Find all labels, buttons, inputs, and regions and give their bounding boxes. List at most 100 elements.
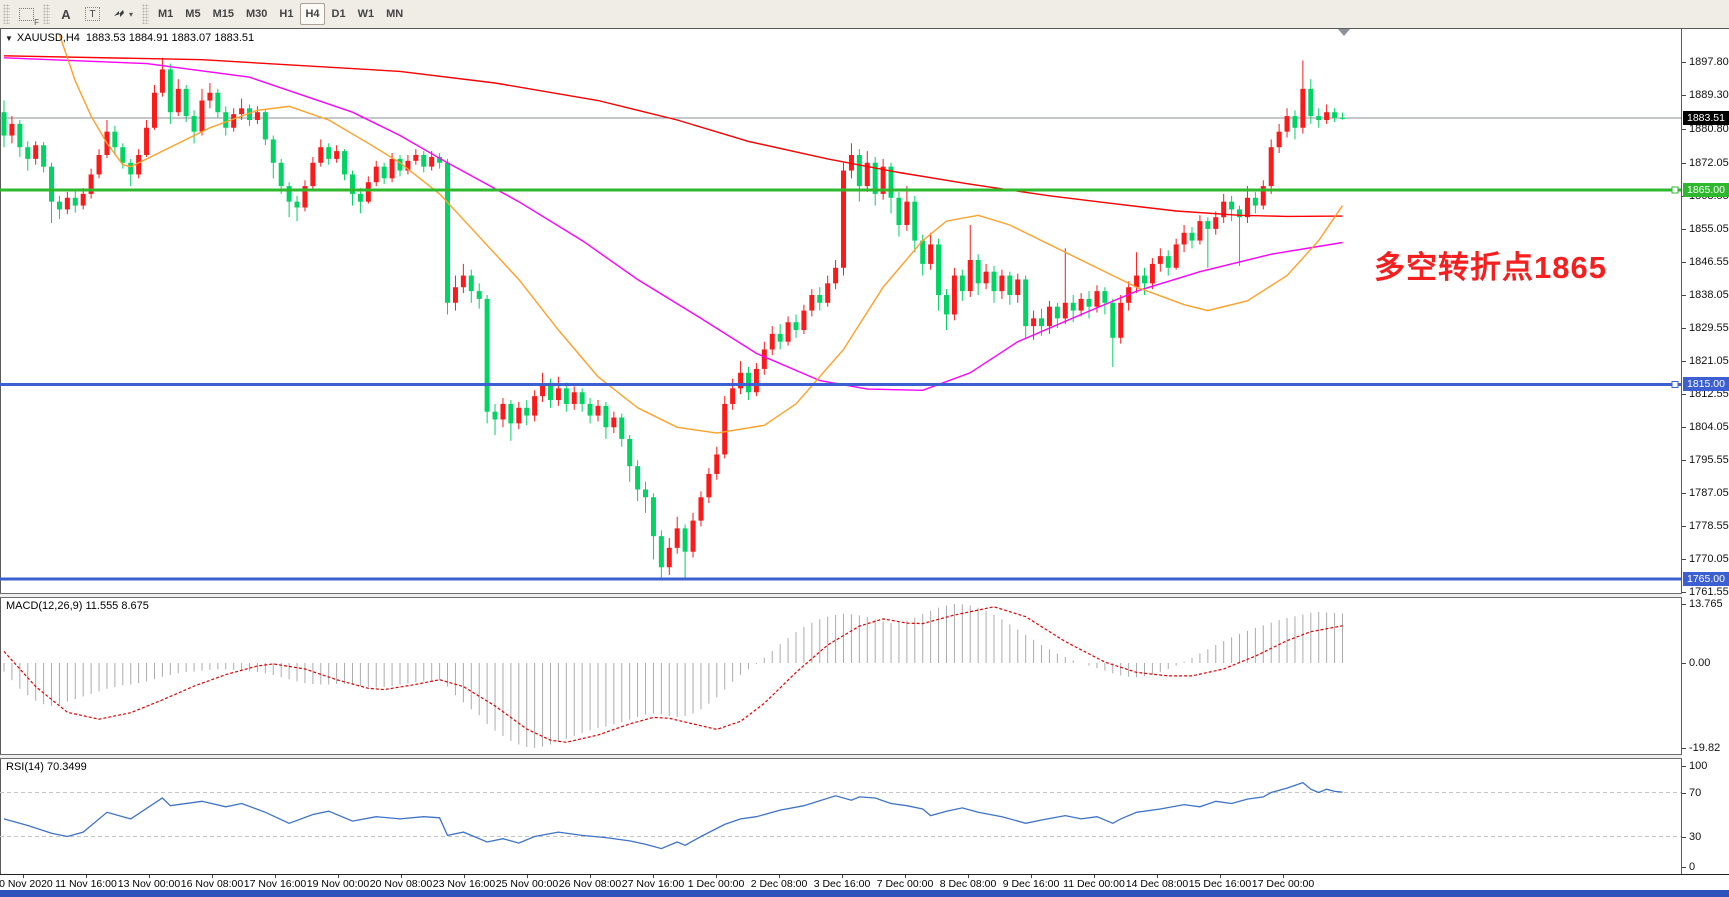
candle-body <box>1039 318 1045 327</box>
rsi-tick-label: 70 <box>1689 787 1702 799</box>
date-tick-mark <box>716 875 717 878</box>
text-label-button[interactable]: T <box>80 3 105 25</box>
hline-handle[interactable] <box>1671 186 1679 194</box>
date-tick-mark <box>1094 875 1095 878</box>
candle-body <box>508 403 514 424</box>
candle-body <box>1252 197 1258 206</box>
symbol-dropdown-icon[interactable]: ▼ <box>5 33 13 43</box>
candle-body <box>405 160 411 171</box>
insert-text-button[interactable]: A <box>54 3 78 25</box>
candle-body <box>801 310 807 331</box>
chart-shift-marker[interactable] <box>1338 29 1350 36</box>
price-tick-mark <box>1682 394 1686 395</box>
candle-body <box>175 88 181 113</box>
toolbar-grip[interactable] <box>3 4 10 24</box>
candle-body <box>334 151 340 159</box>
timeframe-group: M1 M5 M15 M30 H1 H4 D1 W1 MN <box>152 3 409 25</box>
candle-body <box>777 333 783 342</box>
timeframe-button-MN[interactable]: MN <box>386 8 404 20</box>
timeframe-button-W1[interactable]: W1 <box>357 8 375 20</box>
candle-body <box>159 69 165 93</box>
candle-body <box>603 405 609 428</box>
date-tick-mark <box>401 875 402 878</box>
candle-body <box>658 536 664 568</box>
date-tick-label: 7 Dec 00:00 <box>876 878 934 890</box>
toolbar-grip[interactable] <box>43 4 50 24</box>
candle-body <box>270 139 276 163</box>
candle-body <box>254 112 260 120</box>
candle-body <box>1157 256 1163 264</box>
candle-body <box>920 240 926 264</box>
rsi-tick-mark <box>1682 867 1686 868</box>
date-tick-mark <box>779 875 780 878</box>
candle-body <box>540 384 546 397</box>
candle-body <box>49 166 55 202</box>
price-tick-mark <box>1682 493 1686 494</box>
ma-orange <box>58 34 1344 434</box>
timeframe-button-M30[interactable]: M30 <box>245 8 268 20</box>
candle-body <box>1149 263 1155 284</box>
candle-body <box>342 151 348 175</box>
timeframe-button-M5[interactable]: M5 <box>185 8 201 20</box>
candle-body <box>1300 88 1306 128</box>
timeframe-button-H1[interactable]: H1 <box>279 8 294 20</box>
date-tick-label: 9 Dec 16:00 <box>1002 878 1060 890</box>
chart-left-border <box>0 29 1 874</box>
dotted-rect-tool-button[interactable]: F <box>14 3 39 27</box>
candle-body <box>183 88 189 117</box>
timeframe-button-M15[interactable]: M15 <box>212 8 234 20</box>
candle-body <box>1110 302 1116 338</box>
timeframe-button-H4[interactable]: H4 <box>300 3 325 25</box>
candle-body <box>730 388 736 404</box>
date-tick-mark <box>1031 875 1032 878</box>
price-scale-separator <box>1681 29 1682 874</box>
candles <box>1 57 1345 581</box>
text-annotation[interactable]: 多空转折点1865 <box>1374 250 1607 285</box>
price-tick-mark <box>1682 526 1686 527</box>
candle-body <box>207 92 213 101</box>
rsi-tick-label: 100 <box>1689 760 1708 772</box>
candle-body <box>1316 116 1322 120</box>
panel-divider[interactable] <box>0 593 1729 598</box>
date-tick-label: 1 Dec 00:00 <box>687 878 745 890</box>
candle-body <box>674 528 680 548</box>
candle-body <box>587 403 593 416</box>
candle-body <box>1189 232 1195 241</box>
candle-body <box>476 291 482 299</box>
candle-body <box>128 162 134 175</box>
candle-body <box>96 154 102 175</box>
toolbar-grip[interactable] <box>142 4 150 24</box>
date-tick-label: 17 Nov 16:00 <box>243 878 307 890</box>
date-tick-mark <box>653 875 654 878</box>
candle-body <box>983 271 989 284</box>
price-tick-label: 1829.55 <box>1689 322 1729 334</box>
candle-body <box>643 489 649 498</box>
candle-body <box>381 166 387 179</box>
candle-body <box>1015 279 1021 296</box>
candle-body <box>936 244 942 296</box>
date-tick-label: 11 Dec 00:00 <box>1063 878 1125 890</box>
text-a-icon: A <box>61 6 71 22</box>
candle-body <box>1 112 7 136</box>
chart-ohlc-title: ▼ XAUUSD,H4 1883.53 1884.91 1883.07 1883… <box>5 32 254 44</box>
hline-handle[interactable] <box>1671 380 1679 388</box>
panel-divider[interactable] <box>0 754 1729 759</box>
candle-body <box>650 497 656 537</box>
candle-body <box>1332 112 1338 119</box>
timeframe-button-M1[interactable]: M1 <box>158 8 174 20</box>
arrow-tools-button[interactable]: ▾ <box>107 3 138 25</box>
price-tick-label: 1787.05 <box>1689 487 1729 499</box>
candle-body <box>389 158 395 179</box>
candle-body <box>841 170 847 268</box>
candle-body <box>1086 298 1092 307</box>
candle-body <box>88 174 94 194</box>
candle-body <box>825 283 831 303</box>
hline-price-badge: 1815.00 <box>1683 377 1729 391</box>
rsi-tick-mark <box>1682 837 1686 838</box>
price-tick-mark <box>1682 62 1686 63</box>
candle-body <box>809 295 815 311</box>
candle-body <box>460 275 466 288</box>
candle-body <box>1339 117 1345 119</box>
timeframe-button-D1[interactable]: D1 <box>331 8 346 20</box>
